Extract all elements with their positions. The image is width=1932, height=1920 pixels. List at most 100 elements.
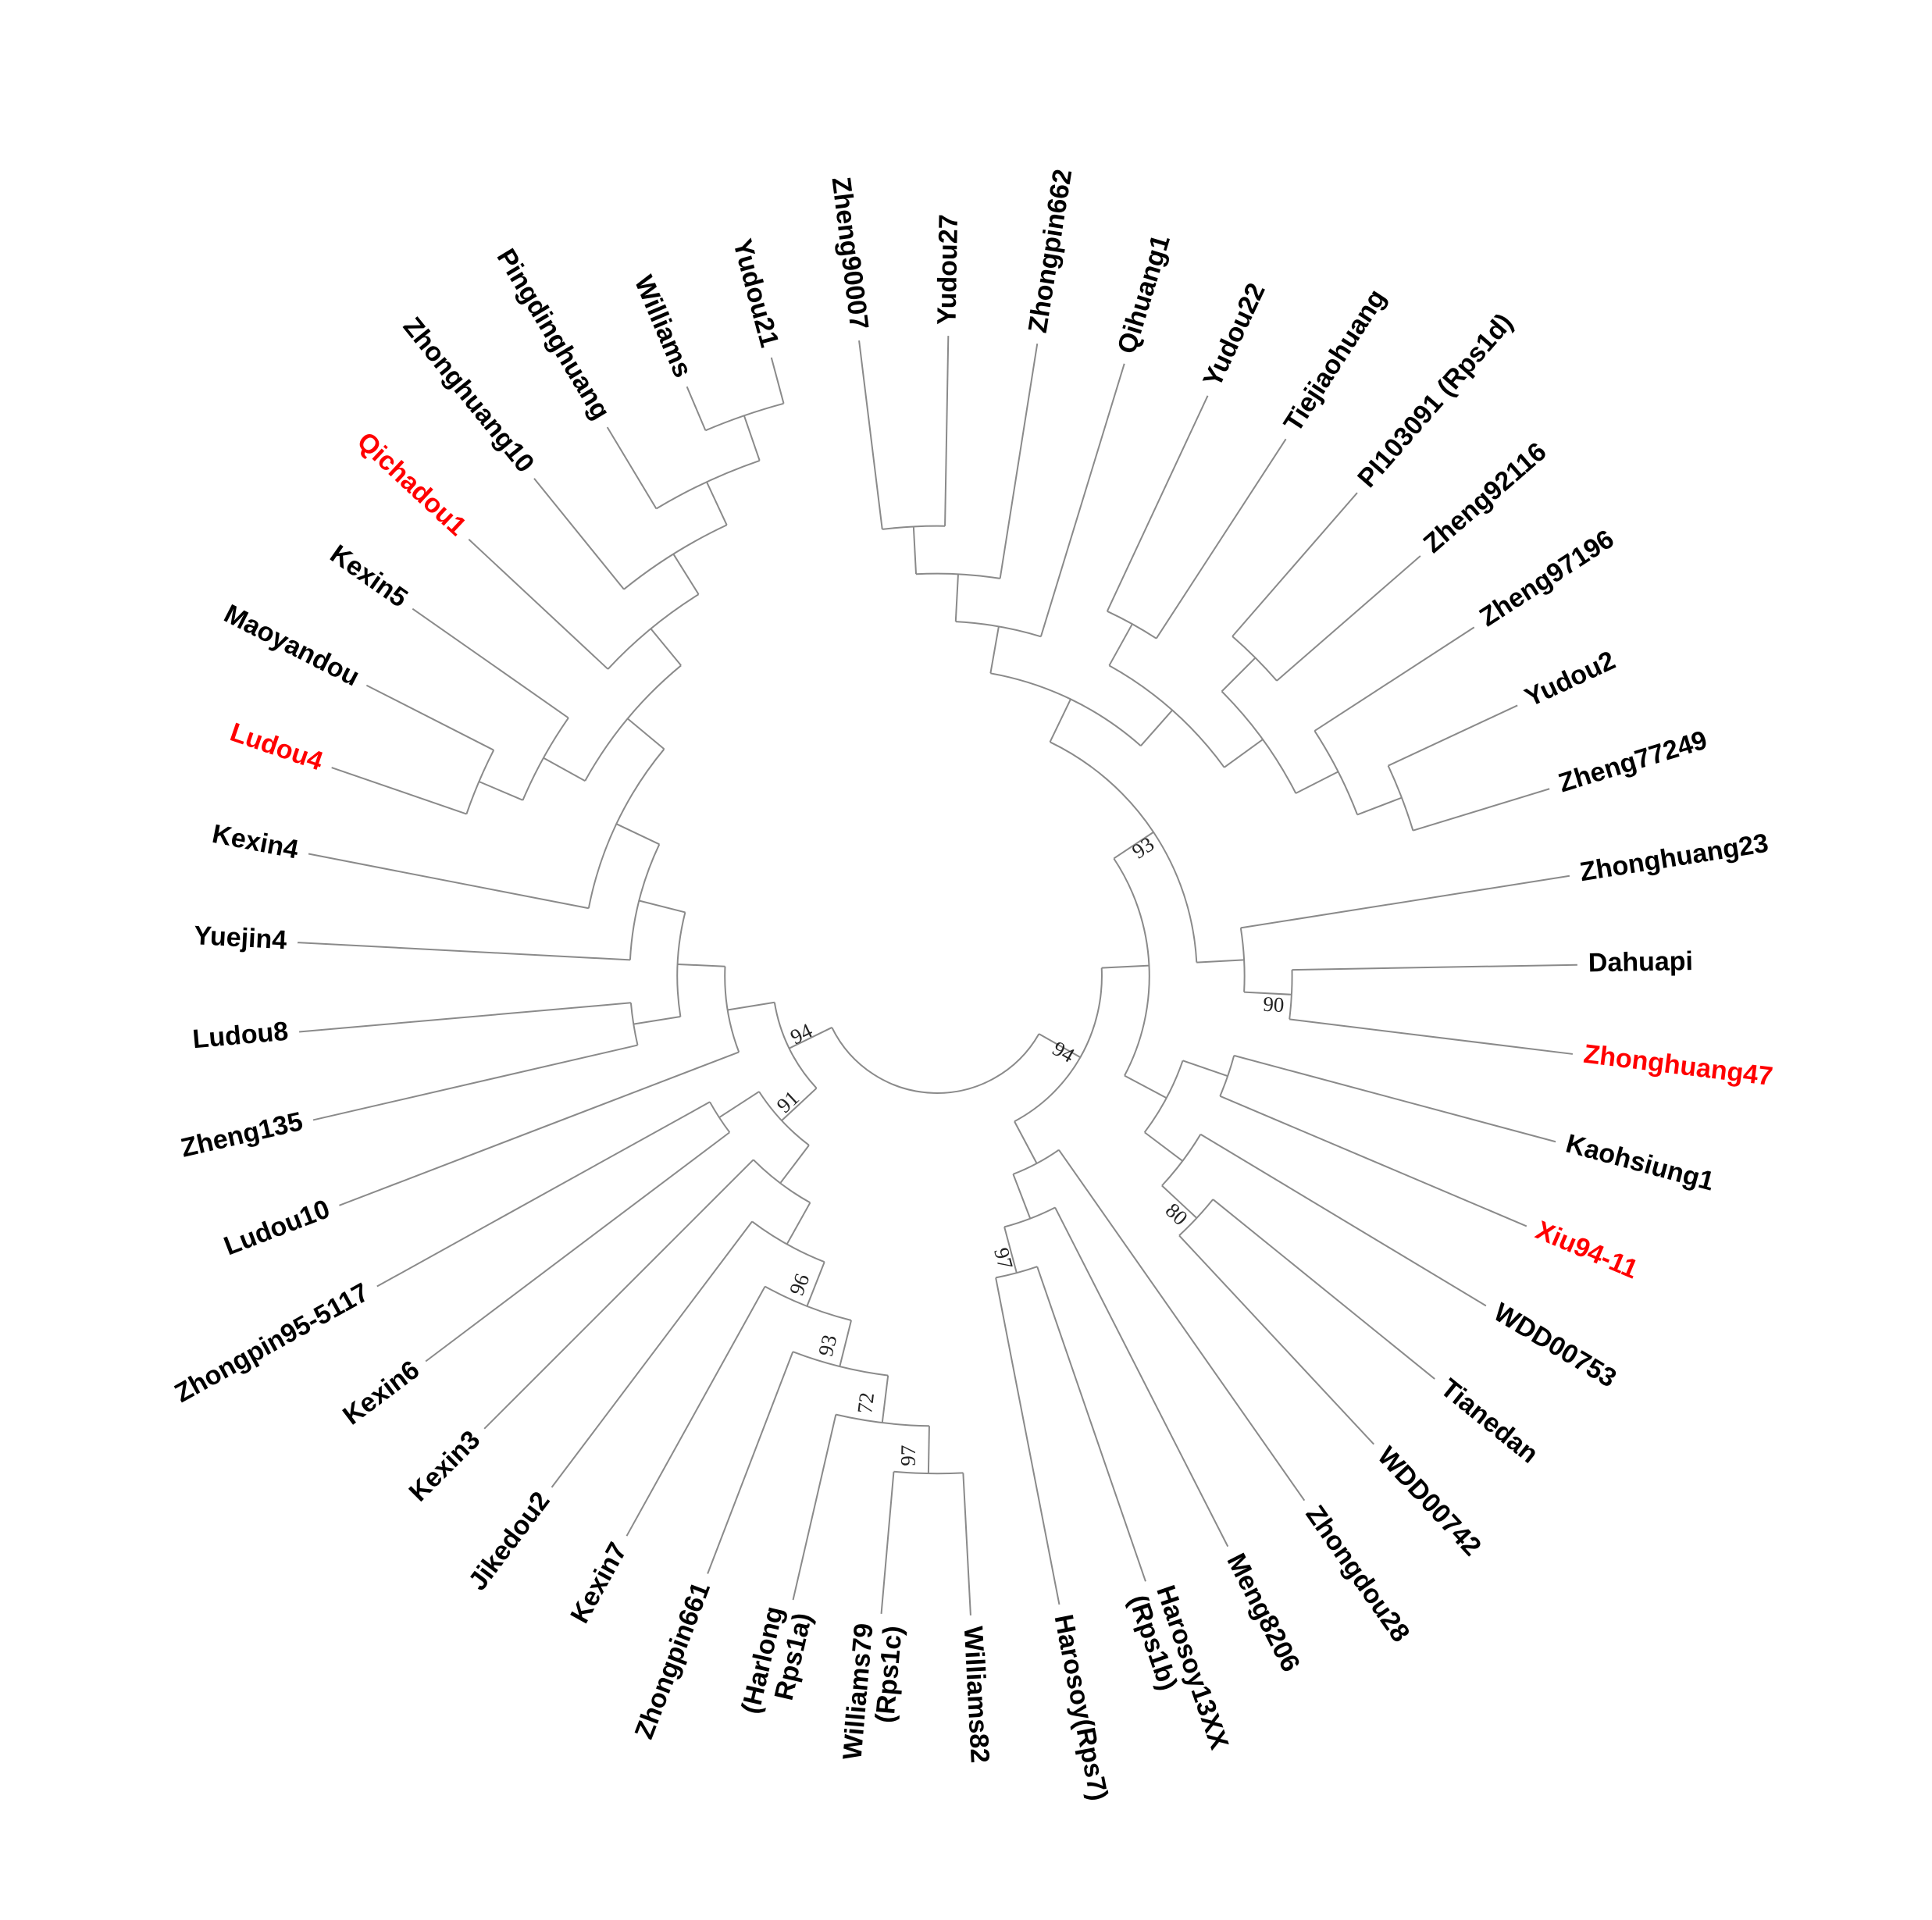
branch: [912, 526, 918, 575]
branch-arc: [705, 402, 784, 432]
branch: [1054, 1207, 1229, 1548]
leaf-label: Zhongpin662: [1023, 167, 1078, 335]
branch-arc: [792, 1351, 889, 1377]
branch: [677, 963, 725, 967]
leaf-label: Yudou22: [1197, 279, 1271, 391]
branch-arc: [1113, 857, 1150, 1077]
leaf-label: Dahuapi: [1588, 946, 1694, 978]
branch: [365, 684, 494, 751]
leaf-label: Qihuang1: [1112, 231, 1176, 357]
branch: [483, 1159, 754, 1430]
leaf-label: Xiu94-11: [1531, 1216, 1642, 1285]
leaf-label: (HarlongRps1a): [736, 1604, 818, 1723]
branch: [989, 626, 1000, 674]
leaf-label: Yuejin4: [193, 921, 287, 955]
branch: [1388, 704, 1518, 767]
branch: [781, 1087, 818, 1121]
leaf-label: Kexin3: [404, 1425, 487, 1508]
branch: [706, 481, 728, 525]
branch-arc: [623, 524, 728, 590]
leaf-label: Zhongpin95-5117: [169, 1277, 373, 1409]
branch: [672, 554, 700, 595]
branch-arc: [751, 1220, 825, 1263]
support-value: 90: [1263, 992, 1285, 1017]
branch: [962, 1473, 971, 1615]
branch-arc: [1178, 1199, 1214, 1237]
branch: [1292, 964, 1577, 971]
support-value: 96: [785, 1270, 815, 1298]
branch: [615, 823, 660, 846]
branch-arc: [607, 593, 700, 670]
branch: [1356, 796, 1403, 816]
branch: [1221, 657, 1257, 693]
branch-arc: [629, 843, 661, 960]
branch-arc: [1050, 741, 1198, 963]
branch-arc: [1219, 1055, 1235, 1097]
branch: [686, 386, 707, 431]
branch: [1039, 363, 1125, 637]
branch: [1036, 1266, 1146, 1582]
leaf-label: Zhonghuang10: [397, 312, 540, 478]
branch-arc: [1161, 1134, 1202, 1187]
support-value: 93: [814, 1332, 842, 1358]
branch-arc: [893, 1470, 964, 1475]
leaf-label: WDD00753: [1488, 1298, 1621, 1394]
branch-arc: [1221, 690, 1297, 794]
branch: [1113, 831, 1154, 860]
support-value: 93: [1128, 832, 1158, 864]
support-value: 94: [786, 1018, 816, 1049]
branch-arc: [765, 1285, 852, 1321]
leaf-label: Jikedou2: [463, 1486, 556, 1596]
branch: [1161, 1184, 1198, 1219]
leaf-label: Williams: [629, 271, 698, 382]
branch-arc: [587, 748, 665, 909]
leaf-label: Maoyandou: [219, 599, 365, 693]
branch: [627, 718, 665, 750]
branch: [1244, 991, 1292, 996]
branch-arc: [1314, 730, 1359, 815]
leaf-label: Yudou27: [932, 214, 964, 325]
leaf-label: Kaohsiung1: [1563, 1129, 1717, 1197]
branch: [468, 539, 609, 670]
branch: [1182, 1060, 1228, 1078]
branch-arc: [990, 672, 1142, 746]
branch: [1058, 1149, 1306, 1501]
branch: [1314, 626, 1475, 732]
support-value: 97: [896, 1445, 920, 1467]
branch: [1212, 1199, 1435, 1380]
branch-arc: [1143, 1060, 1184, 1133]
branch: [1178, 1234, 1374, 1445]
branch: [779, 1145, 810, 1184]
leaf-label: Qichadou1: [351, 426, 472, 542]
branch: [707, 1351, 794, 1574]
branch: [1240, 875, 1570, 929]
leaf-label: Ludou4: [226, 718, 327, 777]
branch: [633, 1016, 681, 1025]
branch: [1106, 395, 1209, 612]
branch-arc: [831, 1027, 1040, 1094]
branch: [1199, 1133, 1487, 1307]
leaf-label: Harosoy(Rps7): [1048, 1612, 1113, 1804]
leaf-label: Kexin6: [337, 1355, 425, 1430]
branch-arc: [1232, 636, 1278, 682]
branch: [1276, 555, 1421, 682]
leaf-label: Zhonghuang47: [1582, 1039, 1774, 1092]
branch-arc: [773, 1002, 818, 1089]
leaf-label: Ludou10: [220, 1194, 334, 1261]
branch: [1049, 699, 1071, 743]
branch: [1232, 492, 1358, 637]
branch: [412, 607, 569, 719]
branch-arc: [522, 717, 569, 801]
branch: [308, 853, 589, 910]
leaf-label: Zheng92116: [1418, 436, 1552, 558]
branch-arc: [724, 966, 740, 1053]
branch-arc: [836, 1413, 929, 1427]
branch: [1224, 739, 1264, 768]
branch: [376, 1101, 711, 1288]
branch-arc: [655, 459, 761, 510]
branch: [543, 757, 586, 782]
branch: [1038, 1033, 1081, 1059]
branch: [639, 899, 686, 914]
support-value: 97: [989, 1245, 1018, 1272]
